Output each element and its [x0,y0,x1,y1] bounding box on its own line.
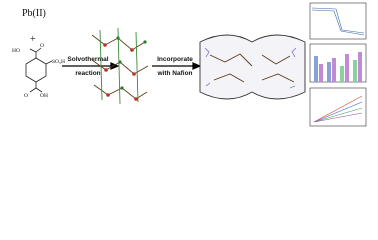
ligand-label: HO [12,48,20,54]
ligand-label: O [24,93,28,99]
ligand-structure [25,47,53,93]
arrow [152,62,202,70]
step-label: Incorporate [157,56,193,63]
membrane [199,34,306,100]
plus-sign: + [30,34,36,45]
ligand-label: OH [40,93,48,99]
crystal-structure [91,27,149,105]
ligand-label: SO₃H [52,59,65,65]
ligand-label: O [40,43,44,49]
graphical-abstract: Pb(II) + HO SO₃H O O OH Solvothermal rea… [12,2,367,127]
metal-label: Pb(II) [22,8,46,19]
arrow [62,62,120,70]
step-label: Solvothermal [67,56,108,63]
step-label: with Nafion [156,70,192,77]
plot-panel [309,43,367,83]
plot-panel [309,87,367,127]
plot-panel [309,2,367,40]
step-label: reaction [75,70,100,77]
